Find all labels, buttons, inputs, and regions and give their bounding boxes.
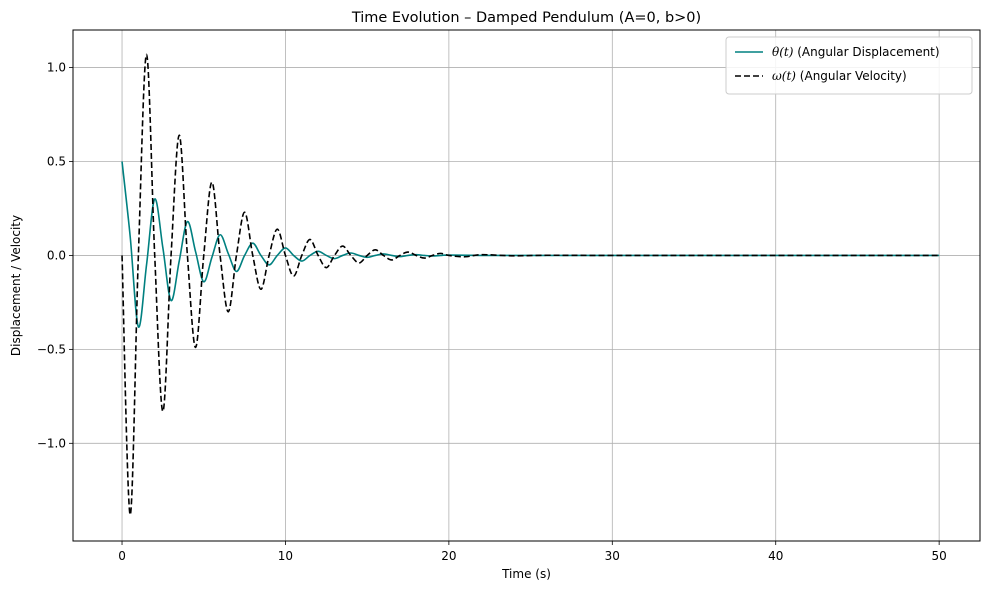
y-tick-label: −1.0 [37, 436, 66, 450]
x-tick-label: 20 [441, 549, 456, 563]
ticks: 0 10 20 30 40 50 −1.0 −0.5 0.0 0.5 1.0 [37, 61, 947, 563]
x-tick-label: 40 [768, 549, 783, 563]
plot-lines [121, 53, 940, 516]
legend-math: θ(t) [772, 45, 794, 59]
chart-title: Time Evolution – Damped Pendulum (A=0, b… [351, 10, 701, 26]
legend-label: θ(t) (Angular Displacement) [772, 45, 940, 59]
plot-frame [72, 29, 981, 542]
x-tick-label: 50 [932, 549, 947, 563]
x-tick-label: 0 [118, 549, 126, 563]
y-tick-label: 1.0 [47, 61, 66, 75]
legend-math: ω(t) [772, 69, 796, 83]
x-tick-label: 30 [605, 549, 620, 563]
theta-series-line [121, 161, 940, 328]
y-axis-label: Displacement / Velocity [9, 215, 23, 356]
y-tick-label: 0.0 [47, 248, 66, 262]
y-tick-label: −0.5 [37, 342, 66, 356]
legend-text: (Angular Displacement) [793, 45, 939, 59]
x-tick-label: 10 [278, 549, 293, 563]
omega-series-line [121, 53, 940, 516]
legend-label: ω(t) (Angular Velocity) [772, 69, 907, 83]
y-tick-label: 0.5 [47, 155, 66, 169]
legend: θ(t) (Angular Displacement) ω(t) (Angular… [725, 36, 973, 95]
x-axis-label: Time (s) [501, 567, 551, 581]
legend-box [725, 36, 973, 95]
legend-text: (Angular Velocity) [796, 69, 907, 83]
